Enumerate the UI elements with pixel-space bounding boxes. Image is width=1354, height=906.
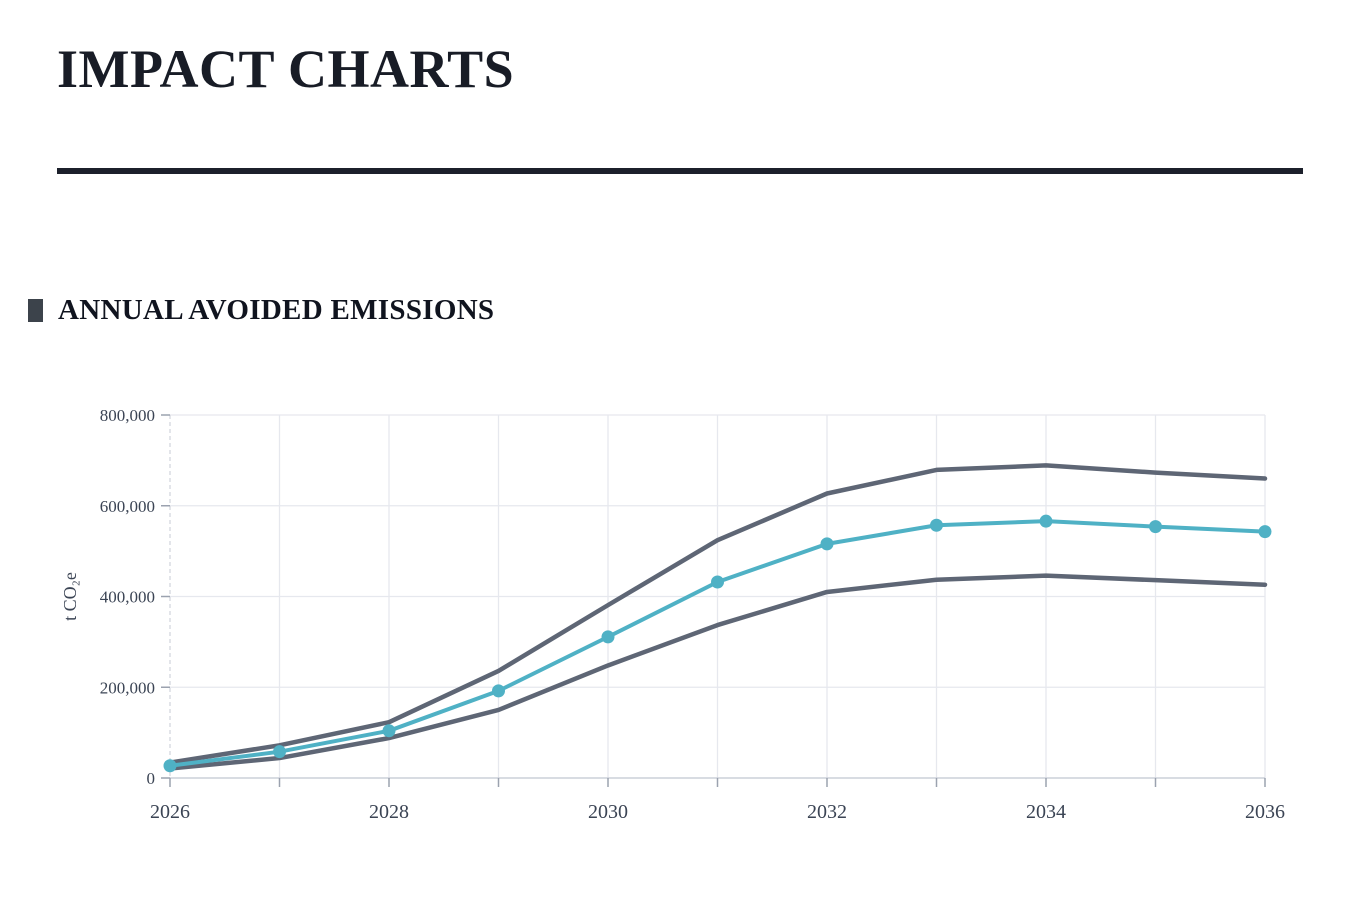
x-tick-label: 2034 [1026, 801, 1066, 823]
data-point-marker [492, 684, 505, 698]
y-tick-label: 0 [147, 769, 156, 788]
data-point-marker [273, 745, 286, 759]
x-axis-tick-labels: 2026 2028 2030 2032 2034 2036 [150, 801, 1285, 823]
data-point-marker [1258, 525, 1272, 539]
data-point-marker [163, 759, 177, 773]
chart-tick-marks [161, 414, 1266, 787]
series-upper-bound [167, 463, 1268, 765]
x-tick-label: 2032 [807, 801, 847, 823]
data-point-marker [1039, 514, 1053, 528]
x-tick-label: 2028 [369, 801, 409, 823]
x-tick-label: 2030 [588, 801, 628, 823]
y-tick-label: 600,000 [100, 497, 155, 516]
section-title: ANNUAL AVOIDED EMISSIONS [58, 294, 495, 326]
series-central-estimate [163, 514, 1272, 773]
annual-avoided-emissions-chart: 0 200,000 400,000 600,000 800,000 2026 2028 203… [0, 386, 1354, 846]
data-point-marker [711, 575, 724, 589]
x-tick-label: 2026 [150, 801, 190, 823]
data-point-marker [820, 537, 834, 551]
y-axis-tick-labels: 0 200,000 400,000 600,000 800,000 [100, 406, 155, 788]
y-tick-label: 800,000 [100, 406, 155, 425]
line-chart-svg: 0 200,000 400,000 600,000 800,000 2026 2028 203… [60, 406, 1285, 823]
section-bullet-square [28, 299, 43, 322]
x-tick-label: 2036 [1245, 801, 1285, 823]
section-header: ANNUAL AVOIDED EMISSIONS [28, 294, 494, 327]
data-point-marker [382, 724, 396, 738]
series-lower-bound [167, 573, 1268, 771]
title-divider-rule [57, 168, 1303, 174]
data-point-marker [930, 518, 943, 532]
y-tick-label: 200,000 [100, 678, 155, 697]
data-point-marker [601, 630, 615, 644]
chart-gridlines [170, 414, 1266, 778]
y-tick-label: 400,000 [100, 588, 155, 607]
data-point-marker [1149, 520, 1162, 534]
y-axis-title: t CO₂e [60, 572, 80, 621]
page-title: IMPACT CHARTS [57, 39, 515, 99]
